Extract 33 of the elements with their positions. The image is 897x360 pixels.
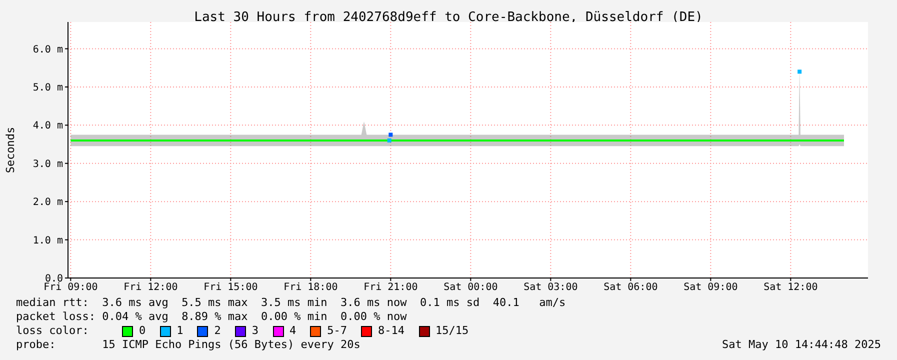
legend-label: 8-14	[377, 324, 404, 338]
x-tick-label: Fri 18:00	[284, 282, 338, 294]
y-tick-label: 5.0 m	[32, 82, 63, 94]
legend-label: 5-7	[326, 324, 347, 338]
x-tick-label: Fri 15:00	[204, 282, 258, 294]
y-tick-label: 1.0 m	[32, 235, 63, 246]
text: Sat May 10 14:44:48 2025	[722, 338, 881, 351]
x-tick-label: Sat 09:00	[684, 282, 738, 294]
x-tick-label: Fri 12:00	[124, 282, 178, 294]
point	[387, 138, 392, 142]
legend-title: loss color:	[16, 324, 90, 338]
x-tick-label: Sat 12:00	[764, 282, 818, 294]
legend-label: 3	[250, 324, 258, 338]
x-tick-label: Sat 00:00	[444, 282, 498, 294]
y-axis-title: Seconds	[4, 126, 17, 174]
x-tick-label: Sat 06:00	[604, 282, 658, 294]
y-tick-label: 4.0 m	[32, 120, 63, 132]
text: probe: 15 ICMP Echo Pings (56 Bytes) every 20s	[16, 338, 362, 352]
text: median rtt: 3.6 ms avg 5.5 ms max 3.5 ms min 3.6 ms now 0.1 ms sd 40.1 am/s	[16, 296, 566, 310]
x-tick-label: Sat 03:00	[524, 282, 578, 294]
legend-label: 0	[138, 324, 146, 338]
x-tick-label: Fri 21:00	[364, 282, 418, 294]
legend-label: 2	[213, 324, 221, 338]
legend-label: 15/15	[434, 324, 469, 338]
text: packet loss: 0.04 % avg 8.89 % max 0.00 % min 0.00 % now	[16, 310, 408, 324]
legend-label: 4	[288, 324, 296, 338]
legend-label: 1	[176, 324, 184, 338]
y-tick-label: 3.0 m	[32, 158, 63, 170]
point	[798, 70, 802, 74]
y-tick-label: 6.0 m	[32, 44, 63, 56]
point	[388, 132, 393, 137]
chart-title: Last 30 Hours from 2402768d9eff to Core-Backbone, Düsseldorf (DE)	[193, 10, 704, 25]
y-tick-label: 2.0 m	[32, 197, 63, 208]
